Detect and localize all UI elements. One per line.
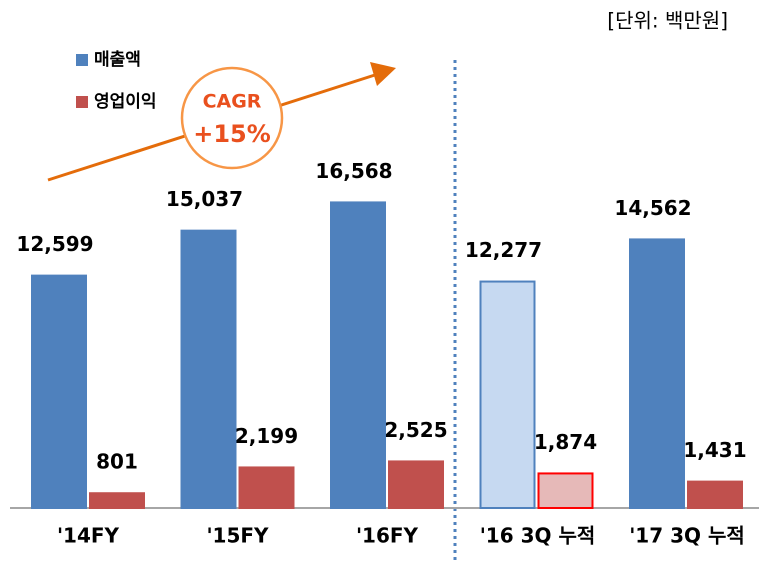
x-tick-label: '17 3Q 누적 (629, 524, 745, 548)
value-label: 12,277 (465, 238, 542, 262)
bar (330, 201, 386, 509)
bar (238, 466, 295, 510)
x-tick-label: '16FY (356, 524, 419, 548)
value-label: 801 (96, 450, 138, 474)
x-tick-label: '14FY (57, 524, 120, 548)
legend-swatch (76, 54, 88, 66)
cagr-circle (180, 66, 284, 170)
bar (537, 472, 594, 510)
value-label: 12,599 (16, 232, 93, 256)
legend-swatch (76, 96, 88, 108)
x-tick-label: '15FY (206, 524, 269, 548)
bar (687, 480, 743, 509)
value-label: 1,431 (683, 438, 746, 462)
x-tick-label: '16 3Q 누적 (480, 524, 596, 548)
value-label: 2,199 (235, 424, 298, 448)
bar (89, 492, 145, 510)
value-label: 2,525 (384, 418, 447, 442)
unit-note: [단위: 백만원] (607, 9, 728, 33)
cagr-title: CAGR (203, 91, 262, 113)
value-label: 16,568 (315, 159, 392, 183)
cagr-value: +15% (193, 120, 271, 148)
bar (180, 229, 237, 510)
value-label: 1,874 (534, 430, 597, 454)
value-label: 15,037 (166, 187, 243, 211)
bar (31, 274, 87, 509)
legend-label: 매출액 (94, 50, 141, 70)
arrow-head (370, 62, 396, 86)
legend-label: 영업이익 (94, 92, 157, 112)
bar (629, 238, 685, 510)
bar (479, 280, 536, 509)
bar (388, 460, 444, 509)
value-label: 14,562 (614, 196, 691, 220)
